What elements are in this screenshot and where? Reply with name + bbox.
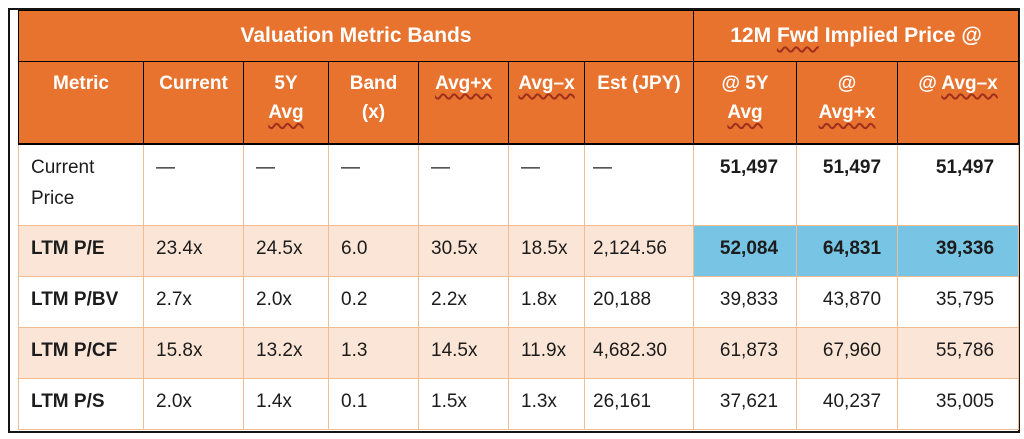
implied-price-cell-at-avg-minus-x: 51,497 — [897, 143, 1020, 226]
implied-price-cell-at-avg-minus-x: 35,795 — [897, 276, 1020, 328]
value-cell-avg-plus-x: — — [418, 143, 509, 226]
value-cell-est-jpy: 4,682.30 — [583, 327, 695, 379]
implied-price-cell-at-5y-avg: 37,621 — [693, 378, 798, 430]
banner-valuation-metric-bands: Valuation Metric Bands — [17, 10, 695, 62]
value-cell-5y-avg: 13.2x — [243, 327, 329, 379]
metric-label-cell: LTM P/E — [18, 225, 144, 277]
banner-row: Valuation Metric Bands 12M Fwd Implied P… — [17, 10, 1020, 62]
value-cell-avg-minus-x: 11.9x — [508, 327, 585, 379]
implied-price-cell-at-5y-avg: 52,084 — [693, 225, 798, 277]
header-text: Metric — [53, 73, 109, 94]
implied-price-cell-at-5y-avg: 51,497 — [693, 143, 798, 226]
col-header-current: Current — [143, 61, 244, 145]
implied-price-cell-at-5y-avg: 61,873 — [693, 327, 798, 379]
implied-price-cell-at-avg-minus-x: 55,786 — [897, 327, 1020, 379]
implied-price-cell-at-avg-plus-x: 40,237 — [796, 378, 899, 430]
header-text: @ 5Y — [721, 73, 769, 94]
value-cell-current: 23.4x — [143, 225, 244, 277]
implied-price-cell-at-avg-plus-x: 64,831 — [796, 225, 899, 277]
table-row: Current Price — — — — — —51,497 51,497 51,497 — [18, 143, 1020, 226]
spellcheck-squiggle-text: Avg–x — [941, 73, 998, 94]
value-cell-est-jpy: 2,124.56 — [583, 225, 695, 277]
value-cell-avg-plus-x: 14.5x — [418, 327, 509, 379]
metric-label-cell: LTM P/CF — [18, 327, 144, 379]
value-cell-band-x: 0.1 — [328, 378, 419, 430]
col-header-est-jpy: Est (JPY) — [583, 61, 695, 145]
implied-price-cell-at-avg-minus-x: 35,005 — [897, 378, 1020, 430]
value-cell-est-jpy: — — [583, 143, 695, 226]
value-cell-current: 2.7x — [143, 276, 244, 328]
value-cell-current: 15.8x — [143, 327, 244, 379]
header-text: Band — [349, 73, 398, 94]
spellcheck-squiggle-text: Avg — [727, 102, 763, 124]
col-header-at-avg-minus-x: @ Avg–x — [897, 61, 1020, 145]
value-cell-5y-avg: 24.5x — [243, 225, 329, 277]
value-cell-avg-plus-x: 2.2x — [418, 276, 509, 328]
spellcheck-squiggle-text: Avg+x — [435, 73, 492, 94]
value-cell-band-x: 1.3 — [328, 327, 419, 379]
value-cell-est-jpy: 20,188 — [583, 276, 695, 328]
col-header-metric: Metric — [18, 61, 144, 145]
table-row: LTM P/BV 2.7x 2.0x 0.2 2.2x 1.8x 20,188 39,833 4… — [18, 276, 1020, 328]
implied-price-cell-at-avg-minus-x: 39,336 — [897, 225, 1020, 277]
value-cell-band-x: — — [328, 143, 419, 226]
col-header-5y-avg: 5Y Avg — [243, 61, 329, 145]
value-cell-est-jpy: 26,161 — [583, 378, 695, 430]
spellcheck-squiggle-text: Avg–x — [518, 73, 575, 94]
header-text: Est (JPY) — [597, 73, 681, 94]
table-row: LTM P/E 23.4x 24.5x 6.0 30.5x 18.5x 2,124.56 52… — [18, 225, 1020, 277]
value-cell-avg-plus-x: 30.5x — [418, 225, 509, 277]
header-text: 12M — [730, 24, 777, 47]
implied-price-cell-at-avg-plus-x: 51,497 — [796, 143, 899, 226]
header-text: @ — [918, 73, 942, 94]
col-header-at-5y-avg: @ 5Y Avg — [693, 61, 798, 145]
header-text: 5Y — [274, 73, 298, 94]
implied-price-cell-at-avg-plus-x: 43,870 — [796, 276, 899, 328]
metric-label-cell: Current Price — [18, 143, 144, 226]
value-cell-avg-minus-x: 1.3x — [508, 378, 585, 430]
value-cell-avg-plus-x: 1.5x — [418, 378, 509, 430]
value-cell-band-x: 6.0 — [328, 225, 419, 277]
table-body: Current Price — — — — — —51,497 51,497 51,497 LTM… — [18, 143, 1020, 430]
value-cell-band-x: 0.2 — [328, 276, 419, 328]
col-header-at-avg-plus-x: @ Avg+x — [796, 61, 899, 145]
value-cell-5y-avg: 2.0x — [243, 276, 329, 328]
header-text: (x) — [361, 102, 386, 124]
banner-12m-fwd-implied-price: 12M Fwd Implied Price @ — [693, 10, 1020, 62]
implied-price-cell-at-5y-avg: 39,833 — [693, 276, 798, 328]
header-text: Current — [159, 73, 228, 94]
header-text: @ — [837, 73, 857, 94]
value-cell-current: 2.0x — [143, 378, 244, 430]
implied-price-cell-at-avg-plus-x: 67,960 — [796, 327, 899, 379]
metric-label-cell: LTM P/S — [18, 378, 144, 430]
col-header-avg-minus-x: Avg–x — [508, 61, 585, 145]
value-cell-5y-avg: — — [243, 143, 329, 226]
value-cell-avg-minus-x: — — [508, 143, 585, 226]
table-row: LTM P/S 2.0x 1.4x 0.1 1.5x 1.3x 26,161 37,621 40… — [18, 378, 1020, 430]
value-cell-avg-minus-x: 18.5x — [508, 225, 585, 277]
value-cell-current: — — [143, 143, 244, 226]
header-text: Implied Price @ — [818, 24, 982, 47]
col-header-avg-plus-x: Avg+x — [418, 61, 509, 145]
metric-label-cell: LTM P/BV — [18, 276, 144, 328]
spellcheck-squiggle-text: Fwd — [776, 24, 819, 47]
table-row: LTM P/CF 15.8x 13.2x 1.3 14.5x 11.9x 4,682.30 6… — [18, 327, 1020, 379]
value-cell-avg-minus-x: 1.8x — [508, 276, 585, 328]
header-text: Valuation Metric Bands — [240, 24, 472, 47]
value-cell-5y-avg: 1.4x — [243, 378, 329, 430]
col-header-band-x: Band (x) — [328, 61, 419, 145]
valuation-bands-table: Valuation Metric Bands 12M Fwd Implied P… — [17, 10, 1020, 430]
spellcheck-squiggle-text: Avg+x — [818, 102, 876, 124]
column-header-row: Metric Current 5Y Avg Band (x) Avg+x Avg–x Est (… — [18, 61, 1020, 145]
spellcheck-squiggle-text: Avg — [268, 102, 304, 124]
